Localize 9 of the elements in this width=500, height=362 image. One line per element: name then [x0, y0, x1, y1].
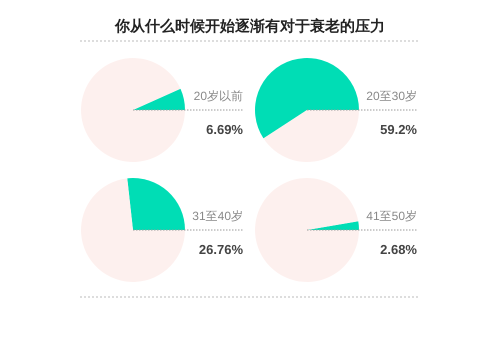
data-label: 2.68%: [380, 242, 418, 257]
data-label: 26.76%: [198, 242, 244, 257]
slice-label: 20岁以前: [194, 89, 243, 103]
slice-label: 41至50岁: [366, 209, 417, 223]
slice-label: 31至40岁: [192, 209, 243, 223]
data-label: 59.2%: [380, 122, 418, 137]
chart-title: 你从什么时候开始逐渐有对于衰老的压力: [114, 17, 385, 35]
slice-label: 20至30岁: [366, 89, 417, 103]
data-label: 6.69%: [206, 122, 244, 137]
